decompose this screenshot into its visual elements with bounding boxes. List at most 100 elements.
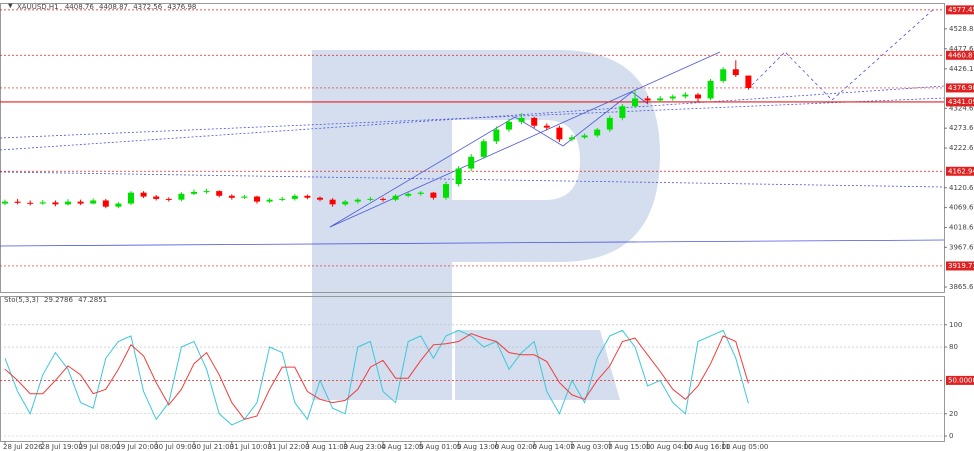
candle-body	[52, 202, 59, 205]
x-tick-label: 7 Aug 15:00	[608, 443, 651, 451]
y-tick-label: 20	[949, 410, 958, 418]
candle-body	[417, 192, 424, 194]
y-tick-label: 3865.60	[949, 283, 974, 291]
y-tick-label: 4528.86	[949, 25, 974, 33]
candle-body	[291, 195, 298, 199]
candle-body	[165, 198, 172, 200]
candle-body	[178, 193, 185, 200]
candle-body	[254, 196, 260, 202]
x-tick-label: 11 Aug 05:00	[721, 443, 768, 451]
x-tick-label: 10 Aug 04:00	[646, 443, 693, 451]
candle-body	[342, 201, 349, 205]
header: XAUUSD,H1 4408.76 4408.87 4372.56 4376.9…	[17, 3, 196, 11]
candle-body	[644, 98, 651, 101]
candle-body	[203, 191, 210, 193]
price-level-label: 4376.98	[948, 84, 974, 92]
y-tick-label: 100	[949, 321, 962, 329]
candle-body	[266, 199, 273, 202]
candle-body	[682, 94, 689, 97]
candle-body	[392, 195, 399, 200]
x-tick-label: 5 Aug 01:00	[419, 443, 462, 451]
candle-body	[695, 94, 701, 99]
candle-body	[745, 75, 752, 88]
oscillator-header: Sto(5,3,3) 29.2786 47.2851	[4, 296, 107, 304]
open-value: 4408.76	[65, 3, 94, 11]
wave-line	[329, 91, 649, 228]
candle-body	[543, 125, 550, 128]
candle-body	[304, 195, 311, 198]
main-value: 29.2786	[44, 296, 73, 304]
candle-body	[455, 168, 462, 185]
header-arrow: ▼	[8, 3, 13, 10]
x-tick-label: 29 Jul 20:00	[116, 443, 158, 451]
level-label: 50.0000	[948, 376, 974, 384]
candle-body	[430, 192, 437, 198]
price-level-label: 4577.45	[948, 6, 974, 14]
candle-body	[531, 117, 538, 126]
candle-body	[39, 202, 46, 204]
y-tick-label: 4324.60	[949, 104, 974, 112]
candle-body	[153, 196, 160, 199]
forecast-line	[751, 7, 936, 101]
candle-body	[594, 129, 601, 136]
x-tick-label: 4 Aug 12:00	[381, 443, 424, 451]
candle-body	[102, 200, 109, 207]
trend-line	[0, 97, 945, 139]
price-level-box	[946, 83, 974, 93]
candle-body	[720, 69, 727, 81]
candle-body	[191, 191, 197, 194]
price-level-box	[946, 166, 974, 176]
levels	[0, 9, 944, 437]
candle-body	[367, 198, 374, 200]
candle-body	[329, 199, 336, 205]
y-tick-label: 0	[949, 432, 953, 440]
candle-body	[707, 80, 714, 99]
level-box	[946, 375, 974, 385]
candle-body	[115, 203, 122, 207]
candle-body	[216, 191, 223, 196]
x-tick-label: 6 Aug 14:00	[532, 443, 575, 451]
y-tick-label: 4120.60	[949, 184, 974, 192]
candle-body	[506, 121, 512, 130]
price-level-label: 4341.09	[948, 98, 974, 106]
y-tick-label: 4477.60	[949, 45, 974, 53]
x-tick-label: 3 Aug 23:00	[343, 443, 386, 451]
x-tick-label: 30 Jul 21:00	[192, 443, 234, 451]
oscillator-pane	[0, 296, 945, 442]
x-tick-label: 6 Aug 02:00	[494, 443, 537, 451]
candle-body	[128, 192, 134, 204]
candle-body	[228, 195, 235, 198]
candle-body	[241, 196, 248, 198]
x-tick-label: 10 Aug 16:00	[683, 443, 730, 451]
oscillator-title: Sto(5,3,3)	[4, 296, 39, 304]
low-value: 4372.56	[133, 3, 162, 11]
y-tick-label: 4426.10	[949, 65, 974, 73]
x-tick-label: 29 Jul 08:00	[79, 443, 121, 451]
candle-body	[279, 198, 286, 200]
x-tick-label: 31 Jul 10:00	[230, 443, 272, 451]
x-tick-label: 7 Aug 03:00	[570, 443, 613, 451]
signal-value: 47.2851	[78, 296, 107, 304]
high-value: 4408.87	[99, 3, 128, 11]
candle-body	[556, 127, 563, 140]
y-tick-label: 80	[949, 343, 958, 351]
price-level-box	[946, 50, 974, 60]
candle-body	[581, 135, 588, 138]
price-level-label: 4162.94	[948, 167, 974, 175]
price-level-label: 3919.73	[948, 262, 974, 270]
candle-body	[354, 199, 361, 202]
y-tick-label: 4222.60	[949, 144, 974, 152]
y-tick-label: 3967.60	[949, 243, 974, 251]
candle-body	[468, 156, 475, 169]
candle-body	[140, 192, 147, 197]
candle-body	[732, 69, 739, 76]
oscillator-line	[4, 333, 749, 420]
x-tick-label: 5 Aug 13:00	[457, 443, 500, 451]
candle-body	[405, 193, 412, 196]
y-tick-label: 4273.60	[949, 124, 974, 132]
candle-body	[657, 98, 664, 101]
candle-body	[380, 198, 386, 200]
watermark	[312, 50, 660, 400]
x-tick-label: 28 Jul 2026	[3, 443, 43, 451]
